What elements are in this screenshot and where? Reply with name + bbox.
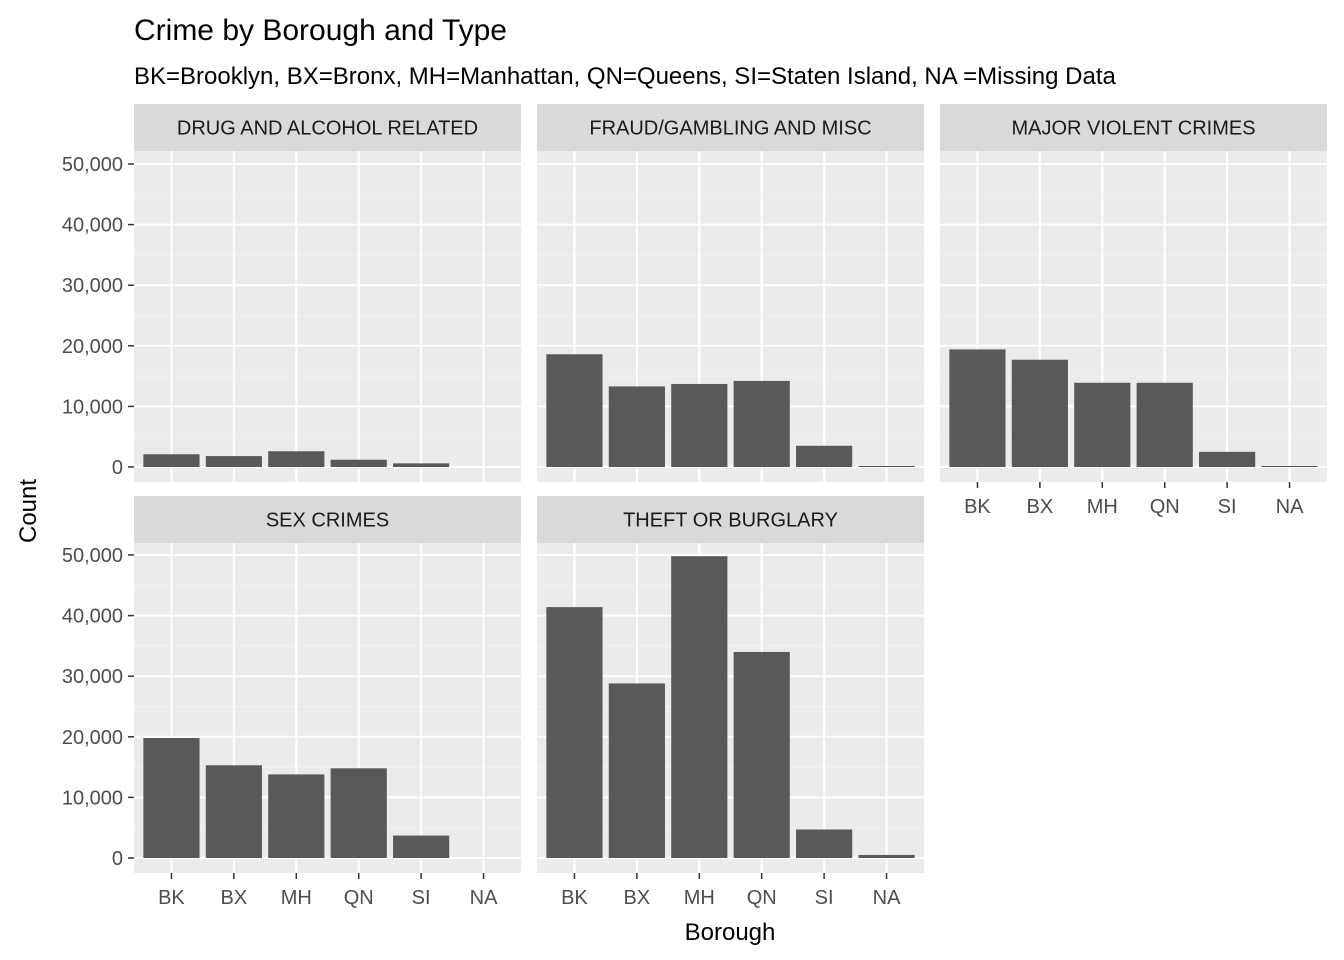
bar-major-violent-crimes-mh bbox=[1074, 382, 1131, 467]
bar-theft-or-burglary-bk bbox=[546, 607, 603, 858]
bar-major-violent-crimes-bx bbox=[1011, 359, 1068, 467]
bar-theft-or-burglary-bx bbox=[608, 683, 665, 858]
bar-sex-crimes-mh bbox=[268, 774, 325, 858]
facet-panel-background bbox=[134, 151, 521, 482]
chart-title: Crime by Borough and Type bbox=[134, 14, 507, 47]
x-tick-label: MH bbox=[1087, 496, 1118, 518]
x-tick-label: NA bbox=[873, 887, 901, 909]
y-tick-label: 20,000 bbox=[62, 336, 123, 358]
x-tick-label: MH bbox=[684, 887, 715, 909]
facet-strip-label: FRAUD/GAMBLING AND MISC bbox=[589, 118, 871, 140]
bar-theft-or-burglary-na bbox=[858, 854, 915, 858]
facet-strip bbox=[537, 496, 924, 543]
x-tick-label: BK bbox=[964, 496, 991, 518]
x-tick-label: SI bbox=[1218, 496, 1237, 518]
x-tick-label: BK bbox=[561, 887, 588, 909]
bar-drug-and-alcohol-related-bx bbox=[205, 456, 262, 467]
facet-panel-fraud-gambling-and-misc: FRAUD/GAMBLING AND MISC bbox=[537, 104, 924, 482]
y-axis-title: Count bbox=[15, 479, 42, 543]
bar-major-violent-crimes-bk bbox=[949, 349, 1006, 467]
bar-major-violent-crimes-qn bbox=[1136, 382, 1193, 467]
facet-panel-sex-crimes: SEX CRIMES 0 10,000 20,000 30,000 40,000 50,00… bbox=[62, 496, 521, 909]
bar-fraud-gambling-and-misc-bx bbox=[608, 386, 665, 467]
bar-sex-crimes-qn bbox=[330, 768, 387, 858]
bar-drug-and-alcohol-related-qn bbox=[330, 459, 387, 467]
y-tick-label: 30,000 bbox=[62, 275, 123, 297]
facet-strip bbox=[134, 104, 521, 151]
bar-drug-and-alcohol-related-si bbox=[393, 463, 450, 467]
bar-theft-or-burglary-si bbox=[796, 829, 853, 858]
bar-theft-or-burglary-mh bbox=[671, 556, 728, 858]
bar-drug-and-alcohol-related-bk bbox=[143, 454, 200, 467]
chart-subtitle: BK=Brooklyn, BX=Bronx, MH=Manhattan, QN=… bbox=[134, 63, 1116, 90]
bar-sex-crimes-bk bbox=[143, 738, 200, 858]
bar-fraud-gambling-and-misc-qn bbox=[733, 380, 790, 467]
facet-strip bbox=[134, 496, 521, 543]
y-tick-label: 50,000 bbox=[62, 545, 123, 567]
x-axis-title: Borough bbox=[685, 919, 776, 946]
x-tick-label: BX bbox=[221, 887, 248, 909]
bar-fraud-gambling-and-misc-mh bbox=[671, 383, 728, 467]
facets-layer: DRUG AND ALCOHOL RELATED 0 10,000 20,000 30,… bbox=[62, 104, 1327, 909]
facet-panel-major-violent-crimes: MAJOR VIOLENT CRIMES BK BX MH QN SI NA bbox=[940, 104, 1327, 518]
y-tick-label: 0 bbox=[112, 457, 123, 479]
bar-major-violent-crimes-na bbox=[1261, 466, 1318, 467]
bar-fraud-gambling-and-misc-si bbox=[796, 445, 853, 467]
bar-fraud-gambling-and-misc-na bbox=[858, 466, 915, 467]
x-tick-label: QN bbox=[1150, 496, 1180, 518]
facet-strip bbox=[940, 104, 1327, 151]
x-tick-label: MH bbox=[281, 887, 312, 909]
y-tick-label: 30,000 bbox=[62, 666, 123, 688]
facet-strip-label: DRUG AND ALCOHOL RELATED bbox=[177, 118, 478, 140]
bar-sex-crimes-si bbox=[393, 835, 450, 858]
bar-sex-crimes-bx bbox=[205, 765, 262, 858]
bar-drug-and-alcohol-related-mh bbox=[268, 451, 325, 467]
x-tick-label: BK bbox=[158, 887, 185, 909]
facet-strip bbox=[537, 104, 924, 151]
x-tick-label: QN bbox=[344, 887, 374, 909]
facet-strip-label: SEX CRIMES bbox=[266, 510, 389, 532]
x-tick-label: BX bbox=[1027, 496, 1054, 518]
x-tick-label: NA bbox=[1276, 496, 1304, 518]
y-tick-label: 50,000 bbox=[62, 154, 123, 176]
y-tick-label: 0 bbox=[112, 848, 123, 870]
x-tick-label: SI bbox=[815, 887, 834, 909]
y-tick-label: 40,000 bbox=[62, 606, 123, 628]
y-tick-label: 10,000 bbox=[62, 787, 123, 809]
x-tick-label: BX bbox=[624, 887, 651, 909]
facet-strip-label: MAJOR VIOLENT CRIMES bbox=[1011, 118, 1255, 140]
y-tick-label: 40,000 bbox=[62, 215, 123, 237]
bar-major-violent-crimes-si bbox=[1199, 451, 1256, 467]
x-tick-label: QN bbox=[747, 887, 777, 909]
facet-strip-label: THEFT OR BURGLARY bbox=[623, 510, 838, 532]
x-tick-label: NA bbox=[470, 887, 498, 909]
x-tick-label: SI bbox=[412, 887, 431, 909]
bar-fraud-gambling-and-misc-bk bbox=[546, 354, 603, 467]
facet-panel-drug-and-alcohol-related: DRUG AND ALCOHOL RELATED 0 10,000 20,000 30,… bbox=[62, 104, 521, 482]
bar-theft-or-burglary-qn bbox=[733, 651, 790, 858]
y-tick-label: 10,000 bbox=[62, 396, 123, 418]
y-tick-label: 20,000 bbox=[62, 727, 123, 749]
facet-panel-theft-or-burglary: THEFT OR BURGLARY BK BX MH QN SI NA bbox=[537, 496, 924, 909]
